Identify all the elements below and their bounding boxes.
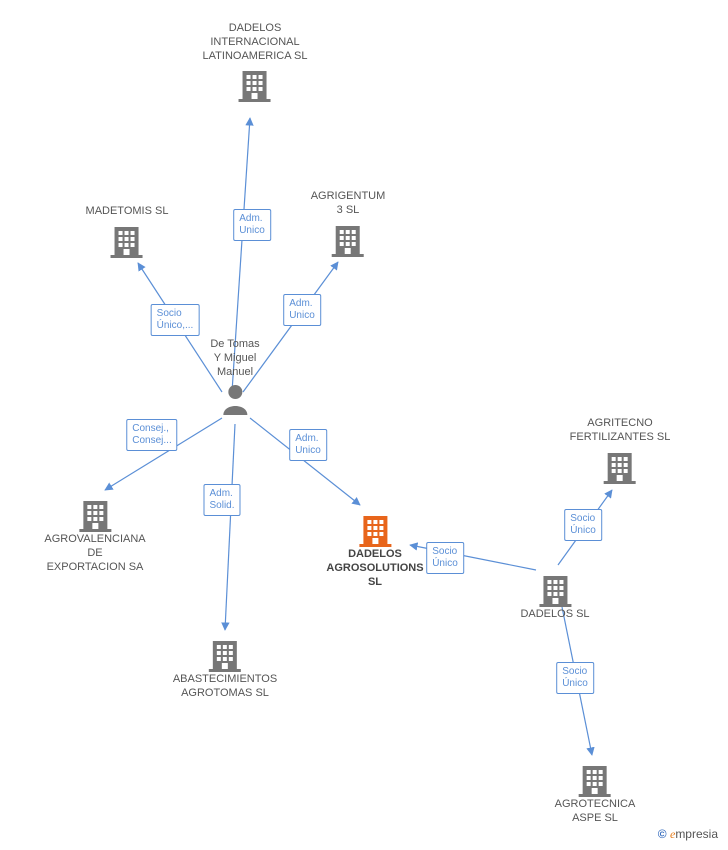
node-label: DADELOS INTERNACIONAL LATINOAMERICA SL [203,22,308,63]
building-icon [330,222,366,258]
company-node-dadelos_int[interactable]: DADELOS INTERNACIONAL LATINOAMERICA SL [203,22,308,103]
company-node-agrotecnica[interactable]: AGROTECNICA ASPE SL [555,758,636,826]
node-label: MADETOMIS SL [86,205,169,219]
building-icon [237,67,273,103]
building-icon [577,762,613,798]
edge-line [225,424,235,630]
person-node-person[interactable]: De Tomas Y Miguel Manuel [210,338,259,415]
edge-label: Adm. Unico [283,294,321,326]
company-node-agritecno[interactable]: AGRITECNO FERTILIZANTES SL [570,417,671,485]
person-icon [220,383,250,415]
building-icon [109,223,145,259]
company-node-madetomis[interactable]: MADETOMIS SL [86,205,169,259]
node-label: DADELOS SL [520,608,589,622]
company-node-dadelos_sl[interactable]: DADELOS SL [520,568,589,622]
edge-label: Socio Único,... [151,304,200,336]
building-icon [537,572,573,608]
company-node-agrigentum[interactable]: AGRIGENTUM 3 SL [311,190,386,258]
node-label: ABASTECIMIENTOS AGROTOMAS SL [173,673,277,701]
company-node-dadelos_agro[interactable]: DADELOS AGROSOLUTIONS SL [326,508,423,589]
diagram-canvas: { "type": "network", "canvas": {"w":728,… [0,0,728,850]
brand-rest: mpresia [675,827,718,841]
node-label: DADELOS AGROSOLUTIONS SL [326,548,423,589]
edge-label: Adm. Solid. [203,484,240,516]
node-label: AGRITECNO FERTILIZANTES SL [570,417,671,445]
building-icon [77,497,113,533]
building-icon [602,449,638,485]
watermark: © empresia [658,827,718,842]
node-label: AGRIGENTUM 3 SL [311,190,386,218]
company-node-abastec[interactable]: ABASTECIMIENTOS AGROTOMAS SL [173,633,277,701]
edge-label: Adm. Unico [289,429,327,461]
edge-label: Socio Único [564,509,602,541]
copyright-symbol: © [658,827,667,841]
company-node-agrovalenciana[interactable]: AGROVALENCIANA DE EXPORTACION SA [44,493,145,574]
edge-label: Consej., Consej... [126,419,177,451]
building-icon [207,637,243,673]
node-label: AGROVALENCIANA DE EXPORTACION SA [44,533,145,574]
edge-label: Socio Único [556,662,594,694]
building-icon [357,512,393,548]
node-label: De Tomas Y Miguel Manuel [210,338,259,379]
node-label: AGROTECNICA ASPE SL [555,798,636,826]
edge-label: Adm. Unico [233,209,271,241]
edge-label: Socio Único [426,542,464,574]
